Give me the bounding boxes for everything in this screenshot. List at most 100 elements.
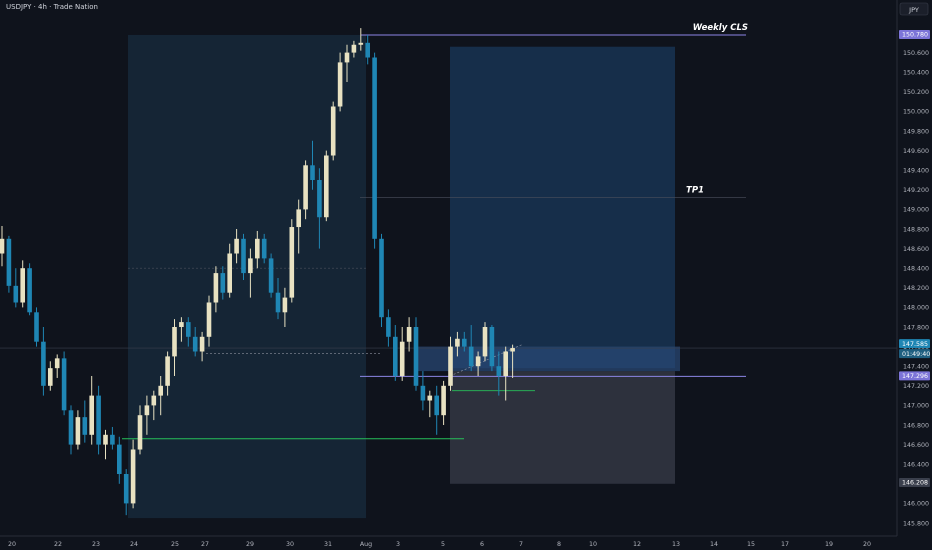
candle-body	[489, 327, 495, 367]
candle-body	[234, 238, 239, 254]
price-axis-panel[interactable]	[897, 0, 932, 550]
candle-body	[172, 327, 177, 357]
candle-body	[496, 366, 502, 376]
price-tick-label: 149.200	[903, 187, 929, 194]
candle-body	[337, 62, 343, 107]
price-tick-label: 146.600	[903, 442, 929, 449]
price-tick-label: 146.800	[903, 422, 929, 429]
candle-body	[324, 155, 329, 218]
candle-body	[351, 44, 357, 53]
candle-body	[255, 238, 260, 259]
candle-body	[103, 434, 108, 445]
price-tag-box	[899, 339, 930, 349]
annotation-label: TP1	[686, 186, 704, 196]
time-tick-label: 30	[286, 541, 294, 548]
time-tick-label: 3	[396, 541, 400, 548]
candle-body	[41, 341, 46, 386]
candle-body	[96, 395, 101, 445]
zones-layer	[128, 34, 680, 519]
candle-body	[330, 106, 336, 156]
price-tick-label: 145.800	[903, 520, 929, 527]
price-tick-label: 146.000	[903, 501, 929, 508]
price-tick-label: 148.800	[903, 226, 929, 233]
candle-body	[54, 358, 60, 369]
price-tag-text: 147.585	[902, 341, 928, 348]
candle-body	[6, 238, 12, 286]
target-zone	[450, 46, 675, 369]
candle-body	[68, 410, 74, 445]
candle-body	[227, 253, 232, 293]
candle-body	[282, 297, 288, 313]
candle-body	[241, 238, 246, 274]
time-tick-label: 15	[747, 541, 755, 548]
price-tags: 150.780 147.585 01:49:40 147.296 146.208	[899, 29, 930, 488]
dashed-trend-line	[449, 344, 523, 377]
currency-badge[interactable]	[899, 2, 929, 16]
levels-layer	[122, 34, 746, 440]
candle-body	[199, 336, 205, 352]
candle-body	[110, 434, 115, 445]
candle-body	[413, 327, 419, 386]
candle-body	[117, 444, 122, 474]
candle-body	[13, 285, 19, 303]
time-axis-panel[interactable]	[0, 536, 932, 550]
candle-body	[144, 405, 150, 416]
price-tag-box	[899, 349, 930, 359]
candle-body	[89, 395, 94, 435]
price-tick-label: 148.600	[903, 246, 929, 253]
candle-body	[34, 312, 39, 342]
candle-body	[296, 209, 301, 228]
candle-body	[130, 449, 136, 504]
candle-body	[268, 258, 274, 293]
candle-body	[303, 165, 308, 210]
currency-badge-label: JPY	[908, 6, 919, 14]
price-tag-text: 147.296	[902, 373, 928, 380]
candle-body	[165, 356, 170, 386]
time-tick-label: 19	[825, 541, 833, 548]
time-tick-label: 20	[863, 541, 871, 548]
candle-body	[427, 395, 433, 401]
time-tick-label: 7	[519, 541, 523, 548]
candle-body	[317, 180, 322, 218]
price-tick-label: 150.400	[903, 70, 929, 77]
candle-body	[406, 327, 412, 342]
price-tag-box	[899, 29, 930, 39]
time-tick-label: 12	[633, 541, 641, 548]
candle-body	[434, 395, 439, 416]
price-tick-label: 148.200	[903, 285, 929, 292]
price-tick-label: 147.400	[903, 364, 929, 371]
price-tick-label: 149.400	[903, 168, 929, 175]
chart-header-title: USDJPY · 4h · Trade Nation	[6, 3, 98, 11]
candle-body	[137, 415, 143, 450]
candle-body	[482, 327, 488, 357]
candle-body	[151, 395, 157, 406]
time-tick-label: 17	[781, 541, 789, 548]
candle-body	[420, 385, 426, 401]
candle-body	[468, 346, 474, 367]
time-axis-labels: 20 22 23 24 25 27 29 30 31 Aug 3 5 6 7 8 10 12 13 14 15 17 19…	[8, 541, 871, 548]
price-tag-text: 01:49:40	[902, 351, 930, 358]
time-tick-label: 13	[672, 541, 680, 548]
time-tick-label: 6	[480, 541, 484, 548]
candle-body	[310, 165, 315, 180]
time-tick-label: 31	[324, 541, 332, 548]
candle-body	[48, 368, 53, 386]
candle-body	[206, 302, 212, 337]
price-tick-label: 150.000	[903, 109, 929, 116]
time-tick-label: 22	[54, 541, 62, 548]
candle-body	[261, 238, 267, 259]
price-tick-label: 147.800	[903, 324, 929, 331]
time-tick-label: 23	[92, 541, 100, 548]
candle-body	[213, 273, 219, 303]
candle-body	[386, 317, 391, 337]
candle-body	[372, 57, 377, 239]
candle-body	[358, 42, 364, 45]
candle-body	[344, 52, 350, 63]
time-tick-label: 14	[710, 541, 718, 548]
price-axis-labels: 150.800150.600150.400150.200150.000149.8…	[903, 30, 929, 527]
price-tick-label: 148.400	[903, 266, 929, 273]
time-tick-label: Aug	[360, 541, 372, 548]
annotation-label: Weekly CLS	[693, 23, 748, 33]
price-tick-label: 150.200	[903, 89, 929, 96]
